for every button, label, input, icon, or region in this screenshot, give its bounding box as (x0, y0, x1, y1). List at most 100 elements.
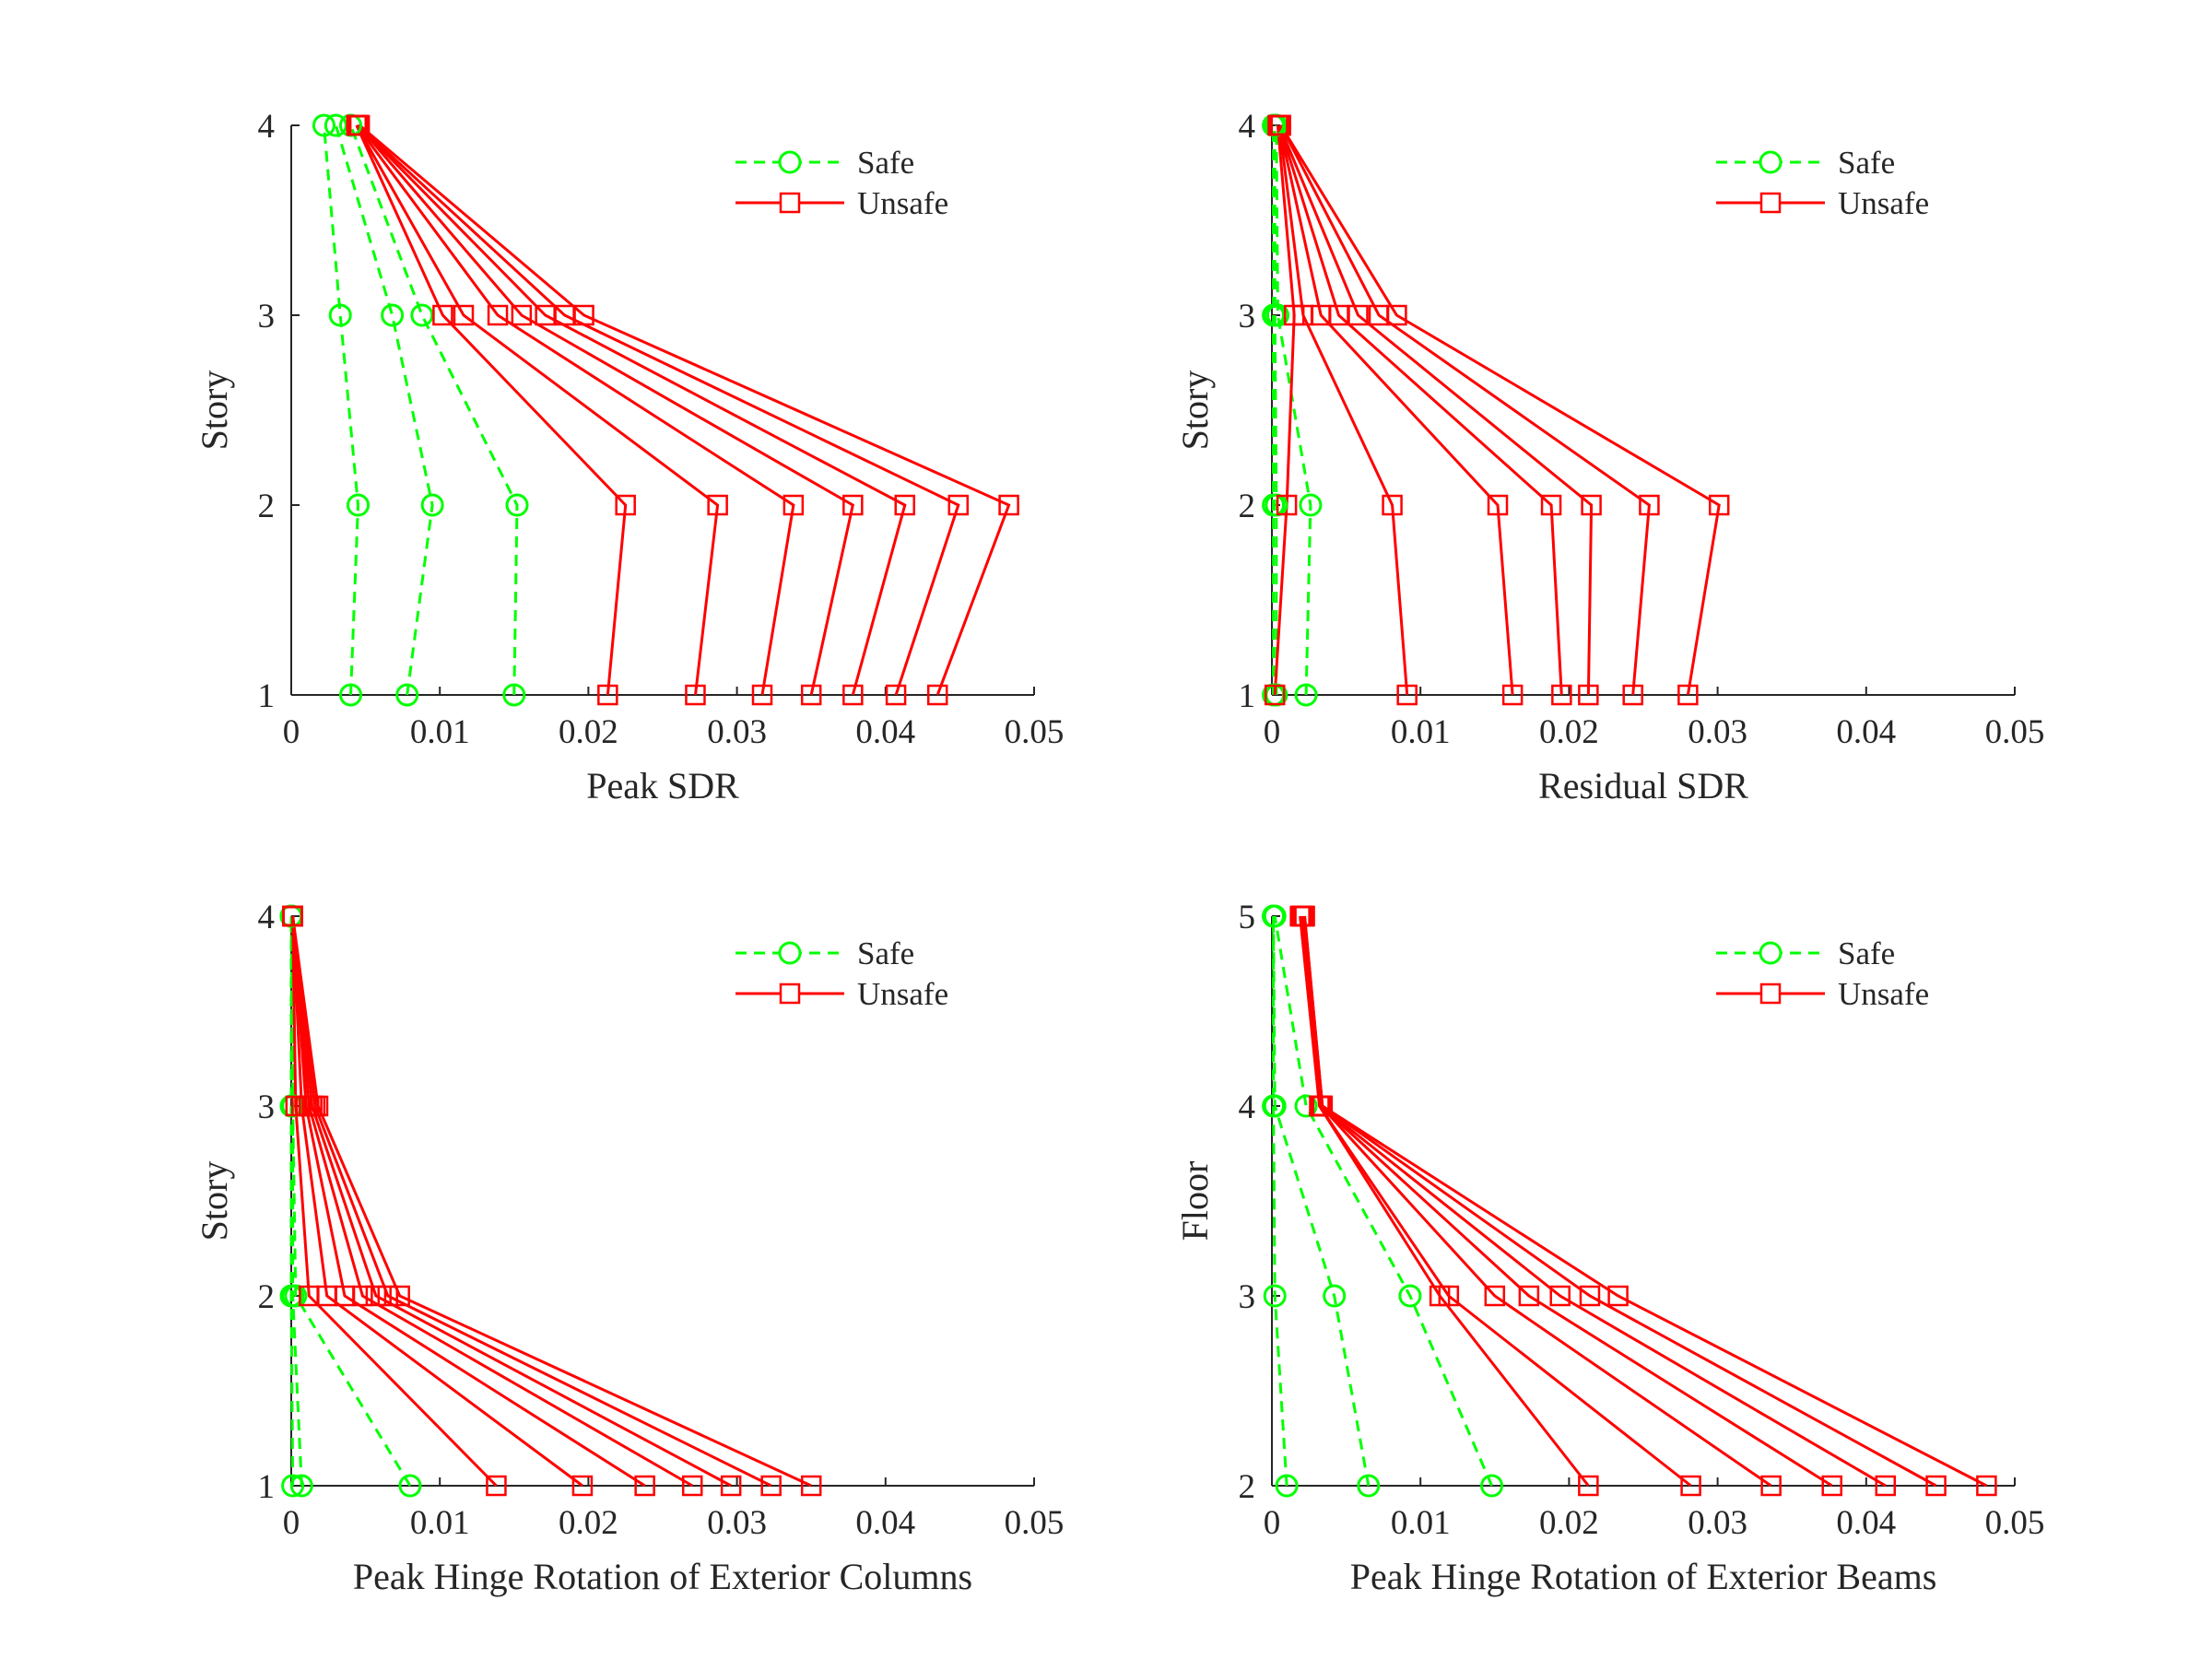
safe-data-point (328, 303, 352, 327)
safe-data-point (347, 493, 371, 517)
unsafe-data-point (1578, 1475, 1599, 1497)
unsafe-data-point (511, 304, 533, 326)
unsafe-series-line (1279, 124, 1651, 696)
x-tick-label: 0 (283, 713, 300, 751)
unsafe-series-line (1300, 915, 1772, 1488)
unsafe-data-point (1386, 304, 1407, 326)
x-tick-label: 0.04 (1836, 1504, 1896, 1542)
safe-data-point (505, 493, 529, 517)
unsafe-data-point (1438, 1285, 1460, 1307)
legend-unsafe-label: Unsafe (857, 185, 948, 221)
unsafe-data-point (681, 1475, 703, 1497)
x-tick-label: 0.01 (410, 1504, 470, 1542)
safe-series-line (1272, 916, 1288, 1487)
safe-data-point (1275, 1474, 1299, 1498)
unsafe-data-point (720, 1475, 742, 1497)
chart-panel-2: 0 0.01 0.02 0.03 0.04 0.05 1 2 3 4 Residual SDR Sto… (1174, 108, 2044, 806)
unsafe-data-point (615, 494, 636, 516)
safe-series-line (289, 915, 303, 1487)
x-axis-label: Peak Hinge Rotation of Exterior Columns (353, 1556, 972, 1597)
unsafe-data-point (1976, 1475, 1997, 1497)
unsafe-series-line (1299, 915, 1590, 1487)
unsafe-data-point (1396, 684, 1418, 706)
unsafe-series-line (1300, 915, 1692, 1488)
legend-safe-marker (778, 941, 802, 965)
unsafe-series-line (1301, 915, 1887, 1488)
y-axis-label: Story (194, 1161, 235, 1241)
safe-series-line (1273, 125, 1278, 695)
x-tick-label: 0 (283, 1504, 300, 1542)
safe-data-point (1299, 493, 1323, 517)
unsafe-series-line (357, 124, 855, 696)
x-axis-label: Peak Hinge Rotation of Exterior Beams (1350, 1556, 1937, 1597)
unsafe-data-point (365, 1285, 387, 1307)
unsafe-data-point (1622, 684, 1643, 706)
x-tick-label: 0.04 (1836, 713, 1896, 751)
x-tick-label: 0.02 (1539, 713, 1599, 751)
safe-data-point (1263, 904, 1287, 928)
legend-safe-label: Safe (857, 935, 914, 971)
unsafe-data-point (1501, 684, 1524, 706)
unsafe-series-line (1279, 124, 1721, 696)
unsafe-data-point (487, 304, 509, 326)
y-tick-label: 3 (258, 1088, 276, 1126)
safe-data-point (281, 1474, 305, 1498)
unsafe-data-point (800, 684, 822, 706)
x-tick-label: 0.03 (1688, 713, 1747, 751)
unsafe-series-line (1277, 124, 1514, 696)
safe-data-point (1265, 303, 1289, 327)
legend-safe-marker (1759, 150, 1783, 174)
x-tick-label: 0.03 (707, 713, 767, 751)
x-axis-label: Residual SDR (1538, 765, 1748, 806)
unsafe-data-point (1821, 1475, 1842, 1497)
unsafe-data-point (842, 684, 864, 706)
chart-panel-4: 0 0.01 0.02 0.03 0.04 0.05 2 3 4 5 Peak Hinge Rota… (1174, 899, 2044, 1597)
safe-series-line (1273, 915, 1493, 1487)
unsafe-data-point (1347, 304, 1369, 326)
unsafe-data-point (1487, 494, 1509, 516)
legend-unsafe-marker (1759, 982, 1782, 1005)
safe-data-point (1357, 1474, 1381, 1498)
x-tick-label: 0.05 (1005, 713, 1065, 751)
x-tick-label: 0.01 (1391, 713, 1451, 751)
unsafe-data-point (1549, 1285, 1571, 1307)
unsafe-data-point (1551, 684, 1572, 706)
unsafe-data-point (1579, 1285, 1601, 1307)
unsafe-data-point (1264, 684, 1286, 706)
x-tick-label: 0.03 (1688, 1504, 1747, 1542)
unsafe-series-line (357, 124, 907, 696)
unsafe-data-point (1680, 1475, 1701, 1497)
unsafe-data-point (573, 304, 594, 326)
y-tick-label: 3 (1239, 298, 1256, 335)
unsafe-data-point (377, 1285, 399, 1307)
legend: Safe Unsafe (735, 935, 948, 1012)
x-tick-label: 0 (1264, 1504, 1281, 1542)
safe-data-point (324, 113, 347, 137)
y-axis-label: Floor (1174, 1161, 1216, 1241)
y-tick-label: 2 (258, 488, 276, 525)
unsafe-series-line (355, 124, 720, 696)
unsafe-data-point (1540, 494, 1562, 516)
y-tick-label: 3 (258, 298, 276, 335)
unsafe-data-point (1875, 1475, 1897, 1497)
safe-data-point (502, 683, 526, 707)
series-group (1262, 113, 1730, 707)
safe-data-point (410, 303, 434, 327)
safe-data-point (1323, 1284, 1347, 1308)
legend-unsafe-marker (779, 192, 801, 214)
y-tick-label: 5 (1239, 899, 1256, 936)
safe-data-point (1480, 1474, 1504, 1498)
y-tick-label: 1 (258, 1468, 276, 1506)
unsafe-series-line (357, 124, 960, 696)
safe-data-point (395, 683, 419, 707)
unsafe-data-point (1581, 494, 1602, 516)
unsafe-series-line (1277, 124, 1563, 696)
unsafe-series-line (1277, 124, 1594, 696)
x-tick-label: 0.03 (707, 1504, 767, 1542)
safe-data-point (338, 683, 362, 707)
x-tick-label: 0 (1264, 713, 1281, 751)
unsafe-data-point (1382, 494, 1403, 516)
unsafe-data-point (1270, 114, 1291, 136)
unsafe-data-point (282, 905, 303, 927)
